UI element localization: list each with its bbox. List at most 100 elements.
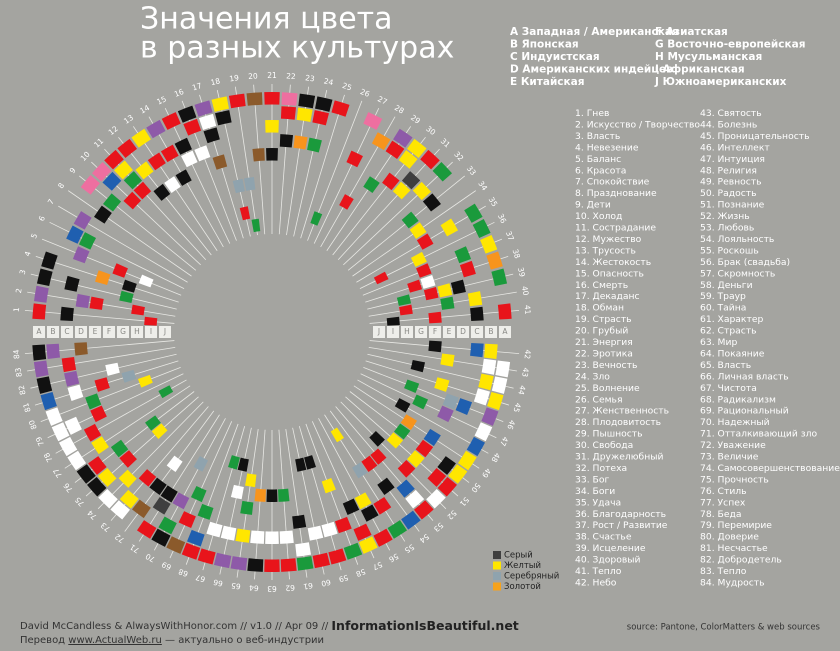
color-cell [307,137,322,153]
color-cell [138,469,157,487]
header-letter: E [93,327,98,336]
meaning-entry: 32. Потеха [575,462,627,473]
meaning-name: Брак (свадьба) [718,256,791,267]
meaning-number: 80. [700,531,715,542]
meaning-name: Радикализм [718,394,776,405]
spoke-line [97,401,204,510]
meaning-entry: 23. Вечность [575,359,637,370]
color-cell [211,96,229,112]
color-cell [138,274,154,288]
spoke-number: 65 [230,581,241,591]
meaning-number: 43. [700,108,715,119]
meaning-name: Радость [718,188,757,199]
culture-entry: G Восточно-европейская [655,39,805,51]
color-cell [423,428,441,447]
header-letter: D [460,327,466,336]
spoke-line [305,423,359,565]
color-cell [250,530,265,544]
meaning-name: Отталкивающий зло [718,428,818,439]
meaning-number: 76. [700,485,715,496]
color-cell [183,118,202,136]
spoke-number: 23 [305,73,316,83]
color-cell [76,464,96,484]
color-cell [147,152,166,171]
meaning-entry: 3. Власть [575,130,620,141]
color-cell [278,488,290,502]
meaning-name: Проницательность [718,130,810,141]
culture-entry: B Японская [510,39,579,51]
color-cell [486,251,503,270]
color-cell [251,218,261,233]
meaning-name: Любовь [718,222,755,233]
color-cell [194,100,213,117]
meaning-number: 9. [575,199,584,210]
meaning-entry: 50. Радость [700,188,757,199]
color-cell [339,194,354,210]
meaning-number: 37. [575,520,590,531]
color-cell [89,296,104,310]
color-cell [448,464,468,484]
meaning-number: 28. [575,417,590,428]
header-cell [429,326,441,338]
meaning-entry: 43. Святость [700,108,762,119]
meaning-entry: 61. Характер [700,314,763,325]
meaning-name: Искусство / Творчество [587,119,701,130]
culture-letter: C [510,51,518,63]
color-cell [117,138,137,158]
meaning-number: 59. [700,291,715,302]
color-cell [295,457,307,472]
spoke-number: 77 [51,466,64,479]
meaning-name: Стиль [718,485,747,496]
spoke-number: 70 [144,551,157,564]
spoke-number: 17 [191,81,203,92]
meaning-name: Опасность [593,268,644,279]
spoke-number: 78 [42,451,55,464]
meaning-number: 47. [700,153,715,164]
color-cell [213,552,232,569]
spoke-number: 22 [286,71,296,81]
meaning-number: 81. [700,543,715,554]
meaning-name: Мудрость [718,577,765,588]
spoke-number: 56 [387,552,400,565]
meaning-number: 24. [575,371,590,382]
color-cell [104,149,124,170]
meaning-name: Святость [718,108,762,119]
meaning-entry: 25. Волнение [575,382,640,393]
meaning-entry: 14. Жестокость [575,256,651,267]
culture-name: Южноамериканских [663,76,787,88]
color-cell [423,286,439,301]
meaning-name: Личная власть [718,371,789,382]
meaning-entry: 41. Тепло [575,566,622,577]
spoke-number: 15 [155,94,168,106]
spoke-line [360,373,497,439]
color-cell [230,484,244,500]
color-cell [243,177,256,191]
color-cell [197,548,216,565]
meaning-number: 10. [575,211,590,222]
color-cell [232,178,245,194]
meaning-number: 54. [700,233,715,244]
translation-link: www.ActualWeb.ru [68,635,162,646]
color-cell [95,270,111,286]
meaning-name: Добродетель [718,554,782,565]
meaning-name: Прочность [718,474,769,485]
spoke-number: 41 [523,304,533,315]
meaning-number: 69. [700,405,715,416]
header-cell [373,326,385,338]
color-cell [58,436,78,457]
color-cell [266,148,278,161]
culture-entry: D Американских индейцев [510,64,673,76]
header-cell [131,326,143,338]
color-cell [346,150,363,168]
color-cell [466,436,486,457]
meaning-name: Обман [593,302,624,313]
color-cell [265,120,279,133]
meaning-entry: 52. Жизнь [700,211,750,222]
culture-entry: H Мусульманская [655,51,762,63]
color-cell [399,304,413,316]
color-cell [230,556,248,571]
color-cell [198,113,217,130]
color-cell [61,356,77,373]
meaning-entry: 11. Сострадание [575,222,656,233]
meaning-name: Власть [718,359,752,370]
